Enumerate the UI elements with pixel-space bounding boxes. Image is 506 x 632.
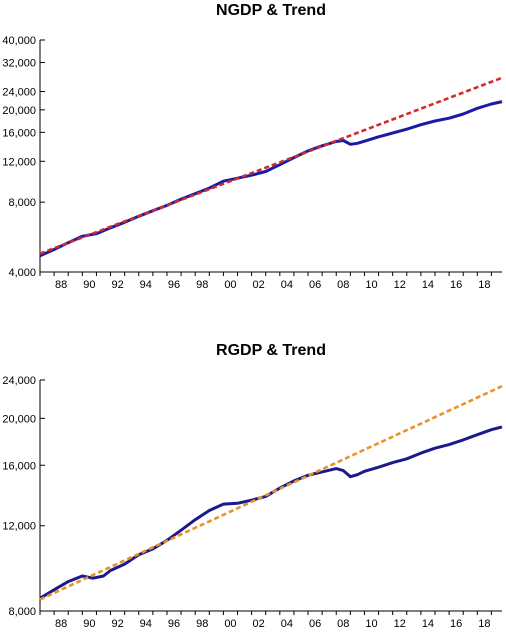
- y-tick-label: 12,000: [2, 521, 36, 533]
- y-tick-label: 20,000: [2, 413, 36, 425]
- trend-line: [39, 76, 503, 255]
- x-tick-label: 98: [196, 279, 208, 291]
- chart-title: NGDP & Trend: [216, 2, 326, 19]
- y-tick-label: 8,000: [8, 606, 36, 618]
- x-tick-label: 14: [422, 279, 434, 291]
- x-tick-label: 96: [168, 618, 180, 630]
- x-tick-label: 00: [224, 618, 236, 630]
- rgdp-panel: RGDP & Trend 8,000 12,000 16,000 20,000 24,0…: [2, 342, 503, 630]
- y-tick-label: 8,000: [8, 197, 36, 209]
- y-tick-label: 20,000: [2, 105, 36, 117]
- x-tick-label: 04: [281, 618, 293, 630]
- x-tick-label: 04: [281, 279, 293, 291]
- x-tick-label: 10: [365, 618, 377, 630]
- gdp-line: [39, 100, 503, 258]
- x-tick-label: 88: [55, 618, 67, 630]
- trend-line: [39, 385, 503, 601]
- x-tick-label: 08: [337, 279, 349, 291]
- y-tick-label: 4,000: [8, 267, 36, 279]
- x-tick-label: 88: [55, 279, 67, 291]
- y-tick-label: 24,000: [2, 375, 36, 387]
- x-tick-label: 00: [224, 279, 236, 291]
- x-tick-label: 92: [111, 279, 123, 291]
- gdp-line: [39, 425, 503, 600]
- x-tick-label: 10: [365, 279, 377, 291]
- x-tick-label: 96: [168, 279, 180, 291]
- y-tick-label: 40,000: [2, 35, 36, 47]
- x-tick-label: 02: [253, 279, 265, 291]
- chart-title: RGDP & Trend: [216, 342, 326, 359]
- x-tick-label: 18: [478, 279, 490, 291]
- y-tick-label: 16,000: [2, 460, 36, 472]
- ngdp-panel: NGDP & Trend 4,000 8,000 12,000 16,000 20,00…: [2, 2, 503, 291]
- x-tick-label: 06: [309, 279, 321, 291]
- y-tick-label: 32,000: [2, 57, 36, 69]
- x-tick-label: 14: [422, 618, 434, 630]
- x-tick-label: 16: [450, 618, 462, 630]
- x-tick-label: 98: [196, 618, 208, 630]
- x-tick-label: 08: [337, 618, 349, 630]
- x-tick-label: 12: [394, 618, 406, 630]
- x-tick-label: 90: [83, 279, 95, 291]
- x-tick-label: 16: [450, 279, 462, 291]
- x-tick-label: 02: [253, 618, 265, 630]
- x-tick-label: 94: [140, 279, 152, 291]
- x-tick-label: 12: [394, 279, 406, 291]
- y-tick-label: 12,000: [2, 156, 36, 168]
- x-tick-label: 92: [111, 618, 123, 630]
- x-tick-label: 06: [309, 618, 321, 630]
- x-tick-label: 18: [478, 618, 490, 630]
- x-tick-label: 94: [140, 618, 152, 630]
- y-tick-label: 24,000: [2, 86, 36, 98]
- x-tick-label: 90: [83, 618, 95, 630]
- y-tick-label: 16,000: [2, 127, 36, 139]
